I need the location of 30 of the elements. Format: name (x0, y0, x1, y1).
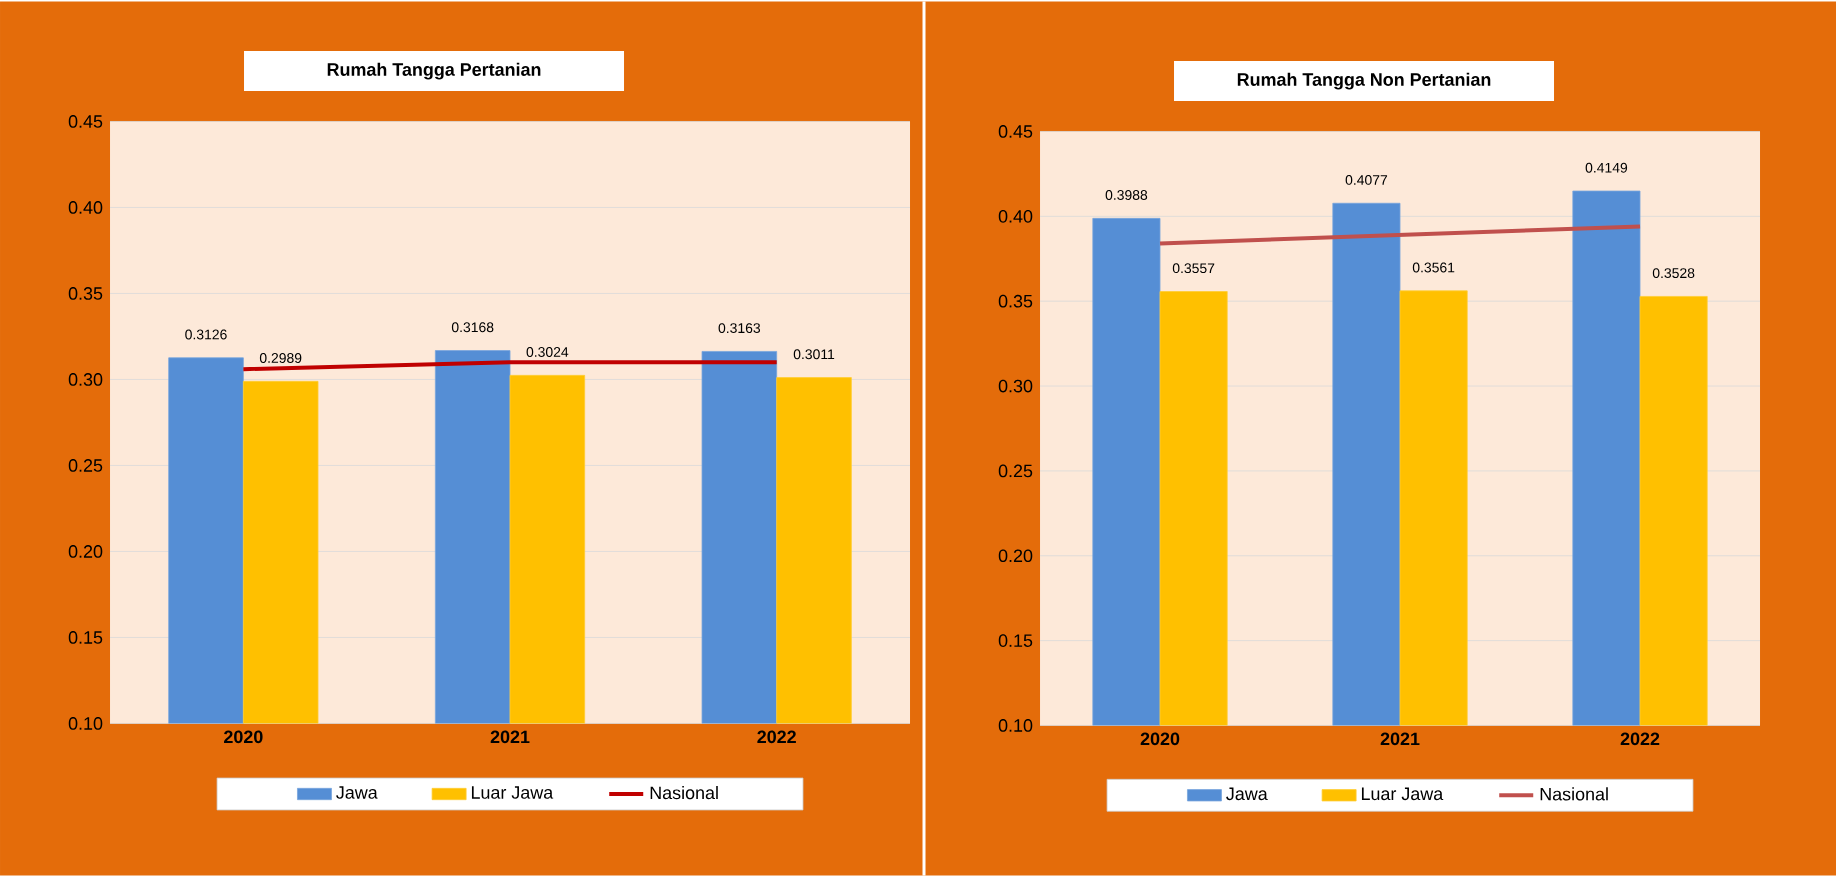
y-tick-label: 0.20 (998, 548, 1033, 562)
y-tick-label: 0.25 (998, 464, 1033, 477)
y-tick-label: 0.25 (68, 458, 103, 472)
legend-label: Nasional (1540, 786, 1608, 801)
y-tick-label: 0.35 (998, 294, 1033, 308)
x-tick-label: 2021 (490, 730, 530, 743)
x-tick-label: 2021 (1380, 732, 1420, 745)
y-tick-label: 0.45 (998, 124, 1033, 138)
x-tick-label: 2022 (1620, 732, 1660, 745)
y-tick-label: 0.10 (998, 718, 1033, 732)
y-tick-label: 0.30 (998, 379, 1033, 392)
y-tick-label: 0.35 (68, 286, 103, 300)
y-tick-label: 0.45 (68, 114, 103, 128)
y-tick-label: 0.30 (68, 372, 103, 386)
legend-label: Nasional (650, 785, 718, 799)
legend-label: Jawa (336, 785, 378, 799)
y-tick-label: 0.15 (68, 630, 103, 644)
y-tick-label: 0.40 (998, 209, 1033, 223)
y-tick-label: 0.20 (68, 544, 103, 558)
legend-label: Luar Jawa (1361, 787, 1444, 800)
x-tick-label: 2020 (224, 730, 263, 743)
y-tick-label: 0.10 (68, 716, 103, 730)
y-tick-label: 0.15 (998, 633, 1033, 647)
x-tick-label: 2022 (757, 730, 796, 743)
chart-title: Rumah Tangga Pertanian (327, 62, 541, 80)
y-tick-label: 0.40 (68, 200, 103, 214)
chart-title: Rumah Tangga Non Pertanian (1237, 72, 1491, 90)
legend-label: Luar Jawa (471, 785, 554, 799)
legend-label: Jawa (1226, 787, 1268, 800)
x-tick-label: 2020 (1140, 732, 1180, 745)
